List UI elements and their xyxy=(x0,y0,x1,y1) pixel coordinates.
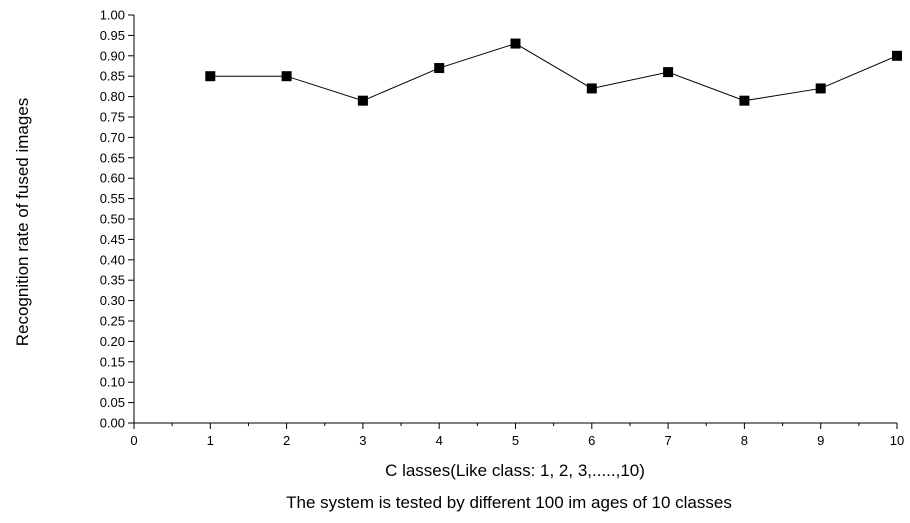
y-axis: 0.00 0.05 0.10 0.15 0.20 0.25 0.30 0.35 0.40 0.45… xyxy=(100,8,135,431)
y-tick-label: 0.50 xyxy=(100,212,125,227)
chart-caption: The system is tested by different 100 im… xyxy=(286,493,732,512)
data-point xyxy=(510,38,521,49)
x-tick-label: 5 xyxy=(512,433,519,448)
y-tick-label: 0.65 xyxy=(100,150,125,165)
y-tick-label: 0.95 xyxy=(100,28,125,43)
x-tick-label: 2 xyxy=(283,433,290,448)
data-point xyxy=(205,71,216,82)
y-tick-label: 0.45 xyxy=(100,232,125,247)
data-point xyxy=(739,95,750,106)
x-tick-label: 6 xyxy=(588,433,595,448)
x-tick-label: 4 xyxy=(436,433,443,448)
x-tick-label: 10 xyxy=(890,433,904,448)
y-tick-label: 0.15 xyxy=(100,354,125,369)
y-tick-label: 0.75 xyxy=(100,110,125,125)
y-tick-label: 0.85 xyxy=(100,69,125,84)
x-axis: 0 1 2 3 4 5 6 7 8 9 10 xyxy=(130,422,904,448)
y-tick-label: 0.90 xyxy=(100,48,125,63)
y-tick-label: 0.35 xyxy=(100,273,125,288)
y-tick-label: 0.25 xyxy=(100,314,125,329)
x-tick-label: 8 xyxy=(741,433,748,448)
x-ticks: 0 1 2 3 4 5 6 7 8 9 10 xyxy=(130,423,904,448)
y-ticks: 0.00 0.05 0.10 0.15 0.20 0.25 0.30 0.35 0.40 0.45… xyxy=(100,8,134,431)
y-tick-label: 1.00 xyxy=(100,8,125,23)
y-tick-label: 0.40 xyxy=(100,252,125,267)
data-point xyxy=(815,83,826,94)
data-point xyxy=(357,95,368,106)
y-tick-label: 0.60 xyxy=(100,171,125,186)
data-point xyxy=(434,63,445,74)
data-point xyxy=(281,71,292,82)
y-tick-label: 0.70 xyxy=(100,130,125,145)
y-tick-label: 0.00 xyxy=(100,416,125,431)
y-tick-label: 0.80 xyxy=(100,89,125,104)
y-tick-label: 0.55 xyxy=(100,191,125,206)
y-axis-title: Recognition rate of fused images xyxy=(13,98,32,347)
data-point xyxy=(892,50,902,61)
y-tick-label: 0.05 xyxy=(100,395,125,410)
x-tick-label: 0 xyxy=(130,433,137,448)
y-tick-label: 0.30 xyxy=(100,293,125,308)
y-tick-label: 0.10 xyxy=(100,375,125,390)
x-tick-label: 3 xyxy=(359,433,366,448)
y-tick-label: 0.20 xyxy=(100,334,125,349)
x-tick-label: 9 xyxy=(817,433,824,448)
x-tick-label: 1 xyxy=(207,433,214,448)
series-layer xyxy=(205,38,902,106)
x-axis-title: C lasses(Like class: 1, 2, 3,.....,10) xyxy=(385,461,645,480)
series-line xyxy=(210,43,898,102)
data-point xyxy=(586,83,597,94)
data-point xyxy=(663,67,674,78)
x-tick-label: 7 xyxy=(664,433,671,448)
